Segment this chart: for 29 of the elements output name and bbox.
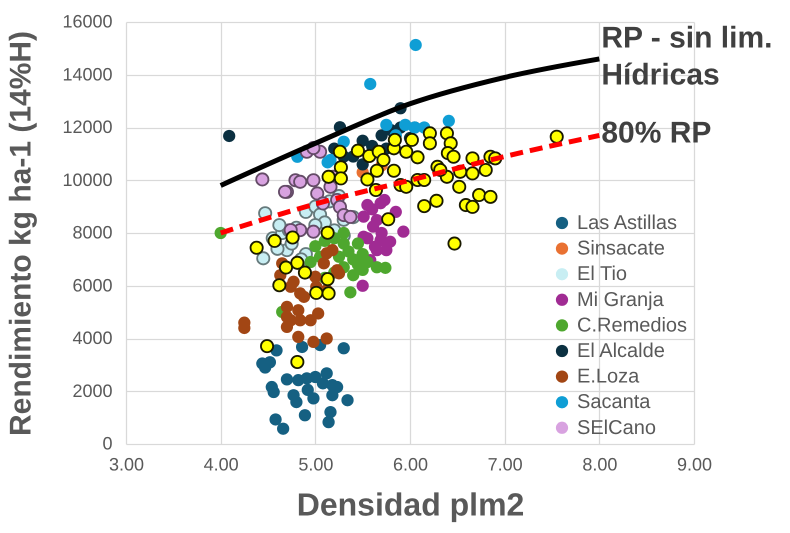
legend-label: Sacanta [577, 391, 652, 414]
y-tick-label: 2000 [72, 380, 112, 401]
x-tick-label: 9.00 [676, 454, 712, 474]
legend-label: C.Remedios [577, 314, 688, 336]
x-tick-label: 8.00 [582, 454, 618, 474]
series-label: 80% RP [601, 116, 712, 150]
legend-label: Sinsacate [577, 238, 665, 260]
legend-label: E.Loza [577, 366, 640, 388]
y-tick-label: 10000 [62, 170, 112, 190]
legend-label: El Alcalde [577, 340, 665, 362]
legend-label: Mi Granja [577, 288, 665, 311]
legend-label: El Tio [577, 263, 628, 286]
x-axis-title: Densidad plm2 [296, 486, 524, 522]
legend-label: Las Astillas [577, 212, 678, 234]
series-label: RP - sin lim. Hídricas [601, 21, 772, 92]
y-tick-label: 14000 [62, 64, 112, 84]
x-tick-label: 5.00 [298, 454, 334, 474]
y-tick-label: 12000 [62, 117, 112, 137]
x-tick-label: 3.00 [108, 454, 144, 474]
x-tick-label: 7.00 [488, 454, 523, 474]
y-tick-label: 6000 [72, 275, 112, 296]
y-axis-title: Rendimiento kg ha-1 (14%H) [4, 30, 38, 436]
y-tick-label: 16000 [62, 12, 112, 32]
x-tick-label: 6.00 [392, 454, 428, 474]
y-tick-label: 0 [102, 434, 112, 454]
y-tick-label: 8000 [72, 222, 112, 242]
y-tick-label: 4000 [72, 328, 112, 348]
legend-label: SElCano [577, 416, 656, 439]
x-tick-label: 4.00 [204, 454, 239, 474]
